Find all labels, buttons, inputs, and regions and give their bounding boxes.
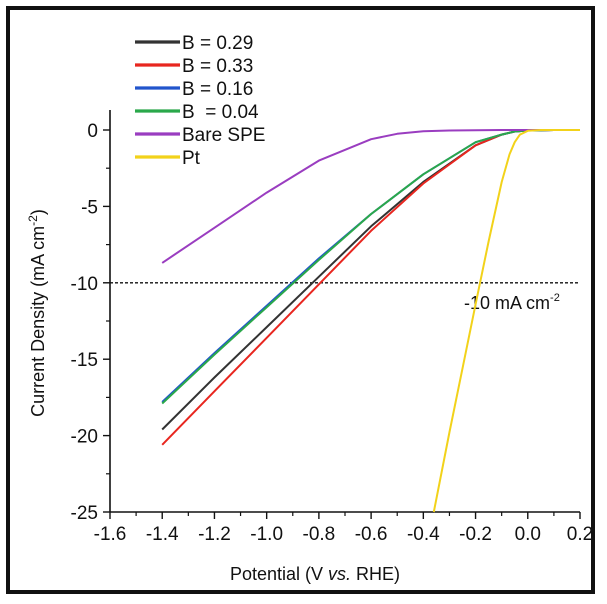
y-tick-label: 0 [87, 121, 98, 142]
legend-label-6: Pt [182, 148, 201, 169]
x-tick-label: -1.6 [94, 524, 127, 545]
legend-label-5: Bare SPE [182, 125, 265, 146]
x-tick-label: 0.2 [567, 524, 593, 545]
series-line-2 [161, 129, 580, 446]
x-tick-label: -0.6 [355, 524, 388, 545]
y-tick-label: -25 [71, 503, 98, 524]
x-axis-title: Potential (V vs. RHE) [230, 564, 400, 584]
series-line-4 [161, 129, 580, 405]
x-tick-label: -1.0 [250, 524, 283, 545]
reference-line-label: -10 mA cm-2 [464, 292, 560, 313]
y-tick-label: -15 [71, 350, 98, 371]
x-tick-label: -0.8 [303, 524, 336, 545]
chart-frame [6, 6, 595, 594]
series-line-1 [161, 129, 580, 431]
x-tick-label: -0.4 [407, 524, 440, 545]
y-tick-label: -10 [71, 274, 98, 295]
series-line-6 [432, 129, 580, 513]
legend-label-4: B = 0.04 [182, 102, 259, 123]
x-tick-label: -1.2 [198, 524, 231, 545]
y-tick-label: -5 [81, 197, 98, 218]
x-tick-label: -0.2 [459, 524, 492, 545]
legend-label-3: B = 0.16 [182, 79, 253, 100]
legend-label-1: B = 0.29 [182, 33, 253, 54]
axes: -1.6 -1.4 -1.2 -1.0 -0.8 -0.6 -0.4 -0.2 0.0 0.2 0 -… [26, 110, 593, 584]
series-line-3 [161, 129, 580, 403]
legend-label-2: B = 0.33 [182, 56, 253, 77]
y-axis-title: Current Density (mA cm-2) [26, 209, 48, 417]
series-group [161, 129, 580, 513]
x-tick-label: 0.0 [515, 524, 541, 545]
series-line-5 [161, 129, 580, 264]
reference-line-group: -10 mA cm-2 [110, 282, 580, 313]
y-tick-label: -20 [71, 427, 98, 448]
x-tick-label: -1.4 [146, 524, 179, 545]
